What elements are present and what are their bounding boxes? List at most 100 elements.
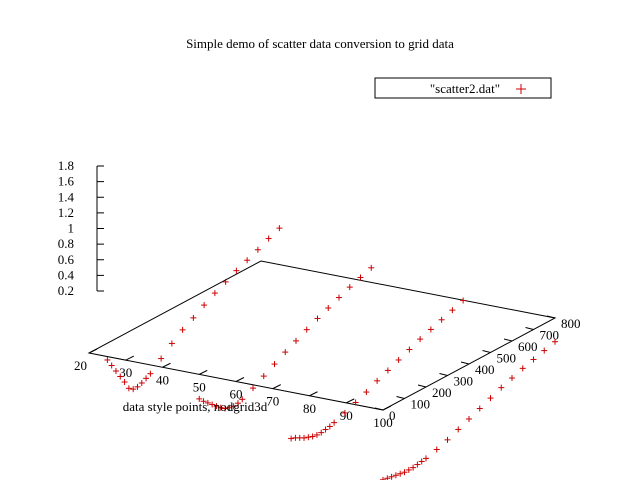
data-point xyxy=(346,284,353,291)
data-point xyxy=(303,326,310,333)
data-point xyxy=(460,297,467,304)
y-tick xyxy=(439,373,448,376)
data-point xyxy=(239,396,246,403)
data-point xyxy=(254,246,261,253)
data-point xyxy=(326,423,333,430)
data-point xyxy=(250,385,256,392)
y-tick-label: 800 xyxy=(561,316,581,331)
x-axis-label: data style points, nodgrid3d xyxy=(123,399,268,414)
data-point xyxy=(314,315,321,322)
data-point xyxy=(117,373,124,380)
x-tick xyxy=(88,348,98,354)
x-tick-label: 90 xyxy=(340,408,353,423)
data-point xyxy=(222,278,229,285)
data-point xyxy=(265,235,272,242)
data-point xyxy=(143,375,150,382)
data-point xyxy=(134,383,141,390)
data-point xyxy=(352,399,359,406)
data-point xyxy=(427,326,434,333)
data-point xyxy=(318,429,325,436)
data-point xyxy=(305,434,312,441)
data-point xyxy=(325,305,332,311)
x-tick-label: 50 xyxy=(193,379,206,394)
data-point xyxy=(397,470,404,477)
data-point xyxy=(201,302,208,309)
data-point xyxy=(384,367,391,374)
data-point xyxy=(104,356,111,363)
data-point xyxy=(209,401,216,408)
x-tick-label: 80 xyxy=(303,401,316,416)
data-point xyxy=(179,326,186,333)
data-point xyxy=(414,461,421,468)
data-point xyxy=(125,385,132,392)
data-point xyxy=(168,340,175,347)
y-tick xyxy=(460,361,470,365)
data-point xyxy=(313,431,320,438)
data-point xyxy=(368,264,375,271)
y-tick-label: 300 xyxy=(454,374,474,389)
data-point xyxy=(438,316,445,323)
x-tick-label: 60 xyxy=(230,387,243,402)
y-tick xyxy=(546,315,556,319)
data-point xyxy=(423,455,429,462)
axes-group: 0.20.40.60.811.21.41.61.8 20 30 40 50 60 70 80 9… xyxy=(58,158,581,430)
y-tick-label: 400 xyxy=(475,362,495,377)
x-tick-label: 20 xyxy=(74,358,87,373)
data-point xyxy=(226,404,233,411)
data-point xyxy=(552,338,558,345)
x-tick xyxy=(309,391,318,397)
z-tick-label: 0.4 xyxy=(58,267,75,282)
data-point xyxy=(541,347,548,354)
data-point xyxy=(410,464,417,471)
x-tick xyxy=(272,384,281,390)
x-tick xyxy=(162,362,171,368)
data-point xyxy=(190,314,197,321)
x-tick-label: 30 xyxy=(119,365,132,380)
data-point xyxy=(395,356,402,363)
data-point xyxy=(196,395,203,402)
y-tick xyxy=(503,338,513,342)
chart-title: Simple demo of scatter data conversion t… xyxy=(186,36,454,51)
data-point xyxy=(222,405,229,412)
data-point xyxy=(271,361,278,368)
data-point xyxy=(322,426,329,433)
data-point xyxy=(147,370,154,377)
data-point xyxy=(341,409,348,416)
y-tick-label: 700 xyxy=(540,328,560,343)
y-tick xyxy=(374,407,384,411)
data-point xyxy=(288,435,295,442)
data-point xyxy=(401,469,408,476)
data-point xyxy=(138,379,145,386)
data-point xyxy=(363,389,370,396)
x-tick xyxy=(125,355,134,361)
data-point xyxy=(530,356,537,363)
y-tick xyxy=(417,384,427,388)
legend: "scatter2.dat" xyxy=(374,77,552,99)
data-point xyxy=(276,225,283,232)
data-point xyxy=(405,466,412,473)
data-point xyxy=(476,405,483,412)
x-tick-label: 40 xyxy=(156,372,169,387)
data-point xyxy=(213,403,220,410)
data-point xyxy=(509,375,515,381)
data-point xyxy=(282,349,289,356)
data-point xyxy=(455,426,462,433)
data-point xyxy=(374,377,381,384)
data-point xyxy=(233,267,240,274)
data-point xyxy=(108,362,115,369)
y-tick xyxy=(525,327,534,330)
data-point xyxy=(204,399,211,406)
data-point xyxy=(487,395,494,402)
data-point xyxy=(336,294,342,301)
data-point xyxy=(200,398,207,405)
x-tick xyxy=(382,405,392,411)
data-point xyxy=(230,403,237,410)
data-point xyxy=(418,458,425,465)
data-point xyxy=(466,415,472,422)
data-point xyxy=(519,365,526,372)
z-tick-label: 0.6 xyxy=(58,252,75,267)
data-point xyxy=(392,472,399,479)
y-tick-label: 600 xyxy=(518,339,538,354)
data-points-group xyxy=(104,225,558,480)
